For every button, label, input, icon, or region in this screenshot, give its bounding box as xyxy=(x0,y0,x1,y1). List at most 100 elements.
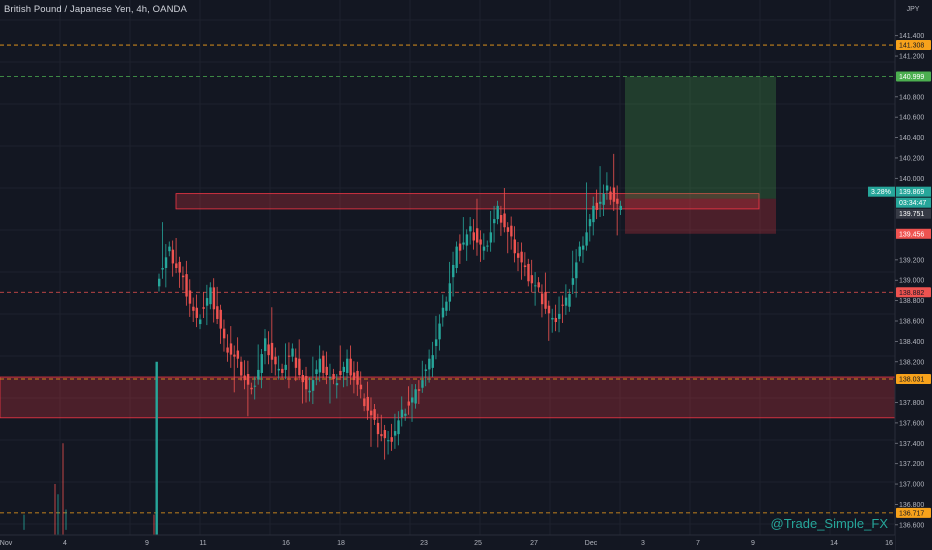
candle-body xyxy=(175,263,178,269)
price-tick-label: 138.400 xyxy=(899,339,924,346)
candle-body xyxy=(534,285,537,287)
candle-body xyxy=(222,328,226,339)
candle-body xyxy=(417,389,421,391)
price-scale[interactable] xyxy=(895,0,932,550)
candle-body xyxy=(605,185,609,191)
candle-body xyxy=(588,219,592,227)
candle-body xyxy=(181,275,185,278)
level-141-308-tag xyxy=(896,40,931,51)
time-label: 18 xyxy=(337,540,345,547)
candle-body xyxy=(513,239,516,254)
candle-body xyxy=(246,373,250,385)
candle-body xyxy=(475,228,479,243)
price-tick-label: 137.200 xyxy=(899,461,924,468)
current-price-tag-label: 139.869 xyxy=(899,189,924,196)
candle-body xyxy=(452,264,455,278)
candle-body xyxy=(253,385,257,387)
candle-body xyxy=(571,278,575,285)
candle-body xyxy=(482,246,486,251)
candle-body xyxy=(349,358,352,376)
time-label: 16 xyxy=(885,540,893,547)
candle-body xyxy=(199,319,202,325)
price-tick-label: 141.200 xyxy=(899,54,924,61)
candle-body xyxy=(612,187,616,202)
candle-body xyxy=(479,239,482,245)
candle-body xyxy=(575,262,578,279)
candle-body xyxy=(486,245,489,247)
price-tick-label: 138.800 xyxy=(899,298,924,305)
candle-body xyxy=(229,343,233,355)
candle-body xyxy=(188,290,192,304)
price-tick-label: 137.800 xyxy=(899,400,924,407)
candle-body xyxy=(568,293,571,307)
candle-body xyxy=(236,350,240,359)
time-label: Dec xyxy=(585,540,598,547)
candle-body xyxy=(332,373,335,380)
candle-body xyxy=(260,354,263,373)
candle-body xyxy=(411,397,414,403)
price-tick-label: 137.000 xyxy=(899,482,924,489)
candle-body xyxy=(448,283,452,302)
candle-body xyxy=(168,246,171,252)
candle-body xyxy=(257,369,260,380)
candle-body xyxy=(178,261,181,273)
candle-body xyxy=(469,226,472,232)
candle-body xyxy=(581,245,585,250)
price-tick-label: 139.000 xyxy=(899,278,924,285)
candle-body xyxy=(274,356,277,365)
candle-body xyxy=(277,368,281,371)
candle-body xyxy=(363,398,366,407)
current-price-tag-prefix-box xyxy=(868,186,895,197)
candle-body xyxy=(342,366,346,372)
candle-body xyxy=(400,409,404,418)
current-price-tag-prefix: 3.28% xyxy=(871,189,891,196)
price-tick-label: 141.400 xyxy=(899,33,924,40)
candle-body xyxy=(226,347,229,353)
level-141-308-tag-label: 141.308 xyxy=(899,43,924,50)
candle-body xyxy=(407,401,410,406)
candle-body xyxy=(421,380,424,388)
time-scale[interactable] xyxy=(0,535,895,550)
candle-body xyxy=(390,437,393,442)
candle-body xyxy=(243,375,246,381)
candle-body xyxy=(369,410,373,416)
time-label: 9 xyxy=(145,540,149,547)
support-zone[interactable] xyxy=(0,376,896,419)
candle-body xyxy=(387,440,390,442)
candle-body xyxy=(311,380,315,391)
candle-body xyxy=(561,304,564,306)
time-label: 3 xyxy=(641,540,645,547)
time-label: 27 xyxy=(530,540,538,547)
candle-body xyxy=(465,234,469,246)
candle-body xyxy=(503,213,506,228)
candle-body xyxy=(383,430,387,439)
price-tick-label: 140.000 xyxy=(899,176,924,183)
candle-body xyxy=(212,287,216,310)
candle-body xyxy=(216,306,219,319)
candle-body xyxy=(462,242,465,245)
candle-body xyxy=(554,317,558,323)
level-136-717-tag xyxy=(896,507,931,518)
candle-body xyxy=(472,232,475,241)
candle-body xyxy=(431,355,434,368)
candle-body xyxy=(294,357,298,368)
candle-body xyxy=(359,384,363,390)
time-label: 14 xyxy=(830,540,838,547)
candle-body xyxy=(414,389,417,404)
position-target-area[interactable] xyxy=(625,76,776,199)
candle-body xyxy=(195,307,199,318)
candle-body xyxy=(438,323,441,340)
level-138-031-tag-label: 138.031 xyxy=(899,376,924,383)
time-label: Nov xyxy=(0,540,13,547)
level-140-999-tag xyxy=(896,71,931,82)
candle-body xyxy=(602,193,605,205)
time-label: 4 xyxy=(63,540,67,547)
candle-body xyxy=(171,249,175,264)
stop-price-tag xyxy=(896,228,931,239)
price-tick-label: 140.200 xyxy=(899,155,924,162)
position-stop-area[interactable] xyxy=(625,198,776,234)
candle-body xyxy=(240,361,243,376)
candle-body xyxy=(315,369,318,374)
candle-body xyxy=(506,227,510,232)
